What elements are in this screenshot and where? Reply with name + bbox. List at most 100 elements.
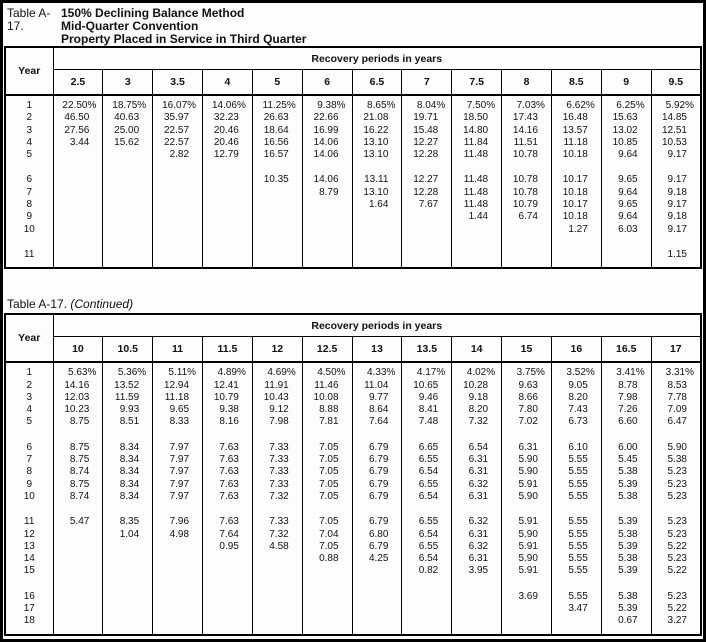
recovery-periods-header: Recovery periods in years [53,314,701,338]
value-cell: 6.32 [451,478,502,491]
value-cell: 9.65 [600,199,652,212]
table-row: 6 8.75 8.34 7.97 7.63 7.33 7.05 6.79 6.65 6.54 6.3… [5,441,701,455]
value-cell: 9.17 [650,174,701,187]
period-header: 16 [550,336,602,364]
value-cell [52,540,103,554]
year-cell: 1 [26,367,33,379]
value-cell: 10.18 [550,186,602,200]
value-cell [152,565,203,578]
value-cell: 6.73 [550,416,602,429]
period-header: 3.5 [152,69,203,96]
value-cell: 5.55 [550,565,602,578]
spacer-cell [401,577,452,591]
value-cell: 9.77 [351,391,402,405]
value-cell [52,615,103,628]
year-cell: 8 [26,199,33,211]
depreciation-table-part1: Year Recovery periods in years 2.5 3 3.5 4 5 6 6… [4,46,702,270]
table-row: 16 3.69 5.55 5.38 5.23 [5,590,701,604]
spacer-cell [401,95,452,100]
value-cell [52,248,103,262]
value-cell: 3.52% [550,367,602,380]
value-cell: 13.57 [550,124,602,137]
value-cell: 9.64 [600,211,652,224]
value-cell [301,565,353,578]
value-cell: 16.22 [351,124,402,137]
value-cell: 9.38 [202,404,253,417]
spacer-row [5,235,701,249]
spacer-cell [501,577,552,591]
spacer-cell [202,503,253,517]
value-cell: 6.79 [351,478,402,491]
value-cell: 6.25% [600,100,652,113]
table-row: 1 5.63% 5.36% 5.11% 4.89% 4.69% 4.50% 4.33% 4.17… [5,367,701,380]
value-cell: 8.34 [102,441,153,455]
spacer-cell [52,428,103,442]
value-cell: 5.39 [600,540,652,554]
spacer-cell [251,428,303,442]
spacer-cell [451,428,502,442]
value-cell: 9.65 [600,174,652,187]
spacer-cell [152,95,203,100]
value-cell: 5.91 [501,540,552,554]
table-row: 9 8.75 8.34 7.97 7.63 7.33 7.05 6.79 6.55 6.32 5.9… [5,478,701,491]
value-cell: 5.90 [501,490,552,504]
value-cell: 8.34 [102,466,153,479]
value-cell [152,211,203,224]
spacer-cell [650,428,701,442]
value-cell: 15.63 [600,112,652,125]
value-cell: 7.05 [301,490,353,504]
spacer-cell [202,235,253,249]
year-cell: 9 [26,211,33,223]
value-cell: 6.54 [401,553,452,566]
value-cell: 5.55 [550,516,602,529]
year-cell: 15 [23,565,35,577]
spacer-cell [202,362,253,368]
value-cell [152,615,203,628]
value-cell [52,186,103,200]
value-cell: 1.04 [102,528,153,541]
value-cell: 14.06% [202,100,253,113]
value-cell: 15.62 [102,136,153,150]
value-cell: 9.63 [501,379,552,392]
value-cell [301,223,353,236]
value-cell [102,565,153,578]
spacer-cell [451,362,502,368]
value-cell: 14.06 [301,149,353,162]
value-cell [202,211,253,224]
value-cell: 6.80 [351,528,402,541]
value-cell [52,590,103,604]
spacer-cell [251,161,303,175]
value-cell: 8.35 [102,516,153,529]
value-cell: 3.31% [650,367,701,380]
value-cell: 6.74 [501,211,552,224]
value-cell: 10.35 [251,174,303,187]
table-row: 4 10.23 9.93 9.65 9.38 9.12 8.88 8.64 8.41 8.20 7.… [5,404,701,417]
value-cell: 5.38 [600,590,652,604]
value-cell [401,615,452,628]
value-cell: 2.82 [152,149,203,162]
value-cell: 17.43 [501,112,552,125]
spacer-cell [202,95,253,100]
spacer-cell [550,362,602,368]
spacer-cell [5,236,53,249]
spacer-cell [650,261,701,269]
value-cell: 13.52 [102,379,153,392]
period-header: 8.5 [550,69,602,96]
value-cell: 5.38 [600,466,652,479]
value-cell: 7.33 [251,478,303,491]
value-cell: 9.64 [600,149,652,162]
value-cell: 13.10 [351,186,402,200]
value-cell: 7.05 [301,441,353,455]
spacer-cell [301,503,353,517]
table-row: 8 1.64 7.67 11.48 10.79 10.17 9.65 9.17 [5,199,701,212]
table-title-lines: 150% Declining Balance Method Mid-Quarte… [61,7,306,46]
value-cell: 8.75 [52,441,103,455]
value-cell: 3.47 [550,603,602,616]
spacer-cell [451,95,502,100]
value-cell [102,199,153,212]
year-cell: 11 [24,516,35,528]
value-cell: 5.23 [650,553,701,566]
value-cell: 22.50% [52,100,103,113]
value-cell: 27.56 [52,124,103,137]
spacer-cell [52,627,103,635]
